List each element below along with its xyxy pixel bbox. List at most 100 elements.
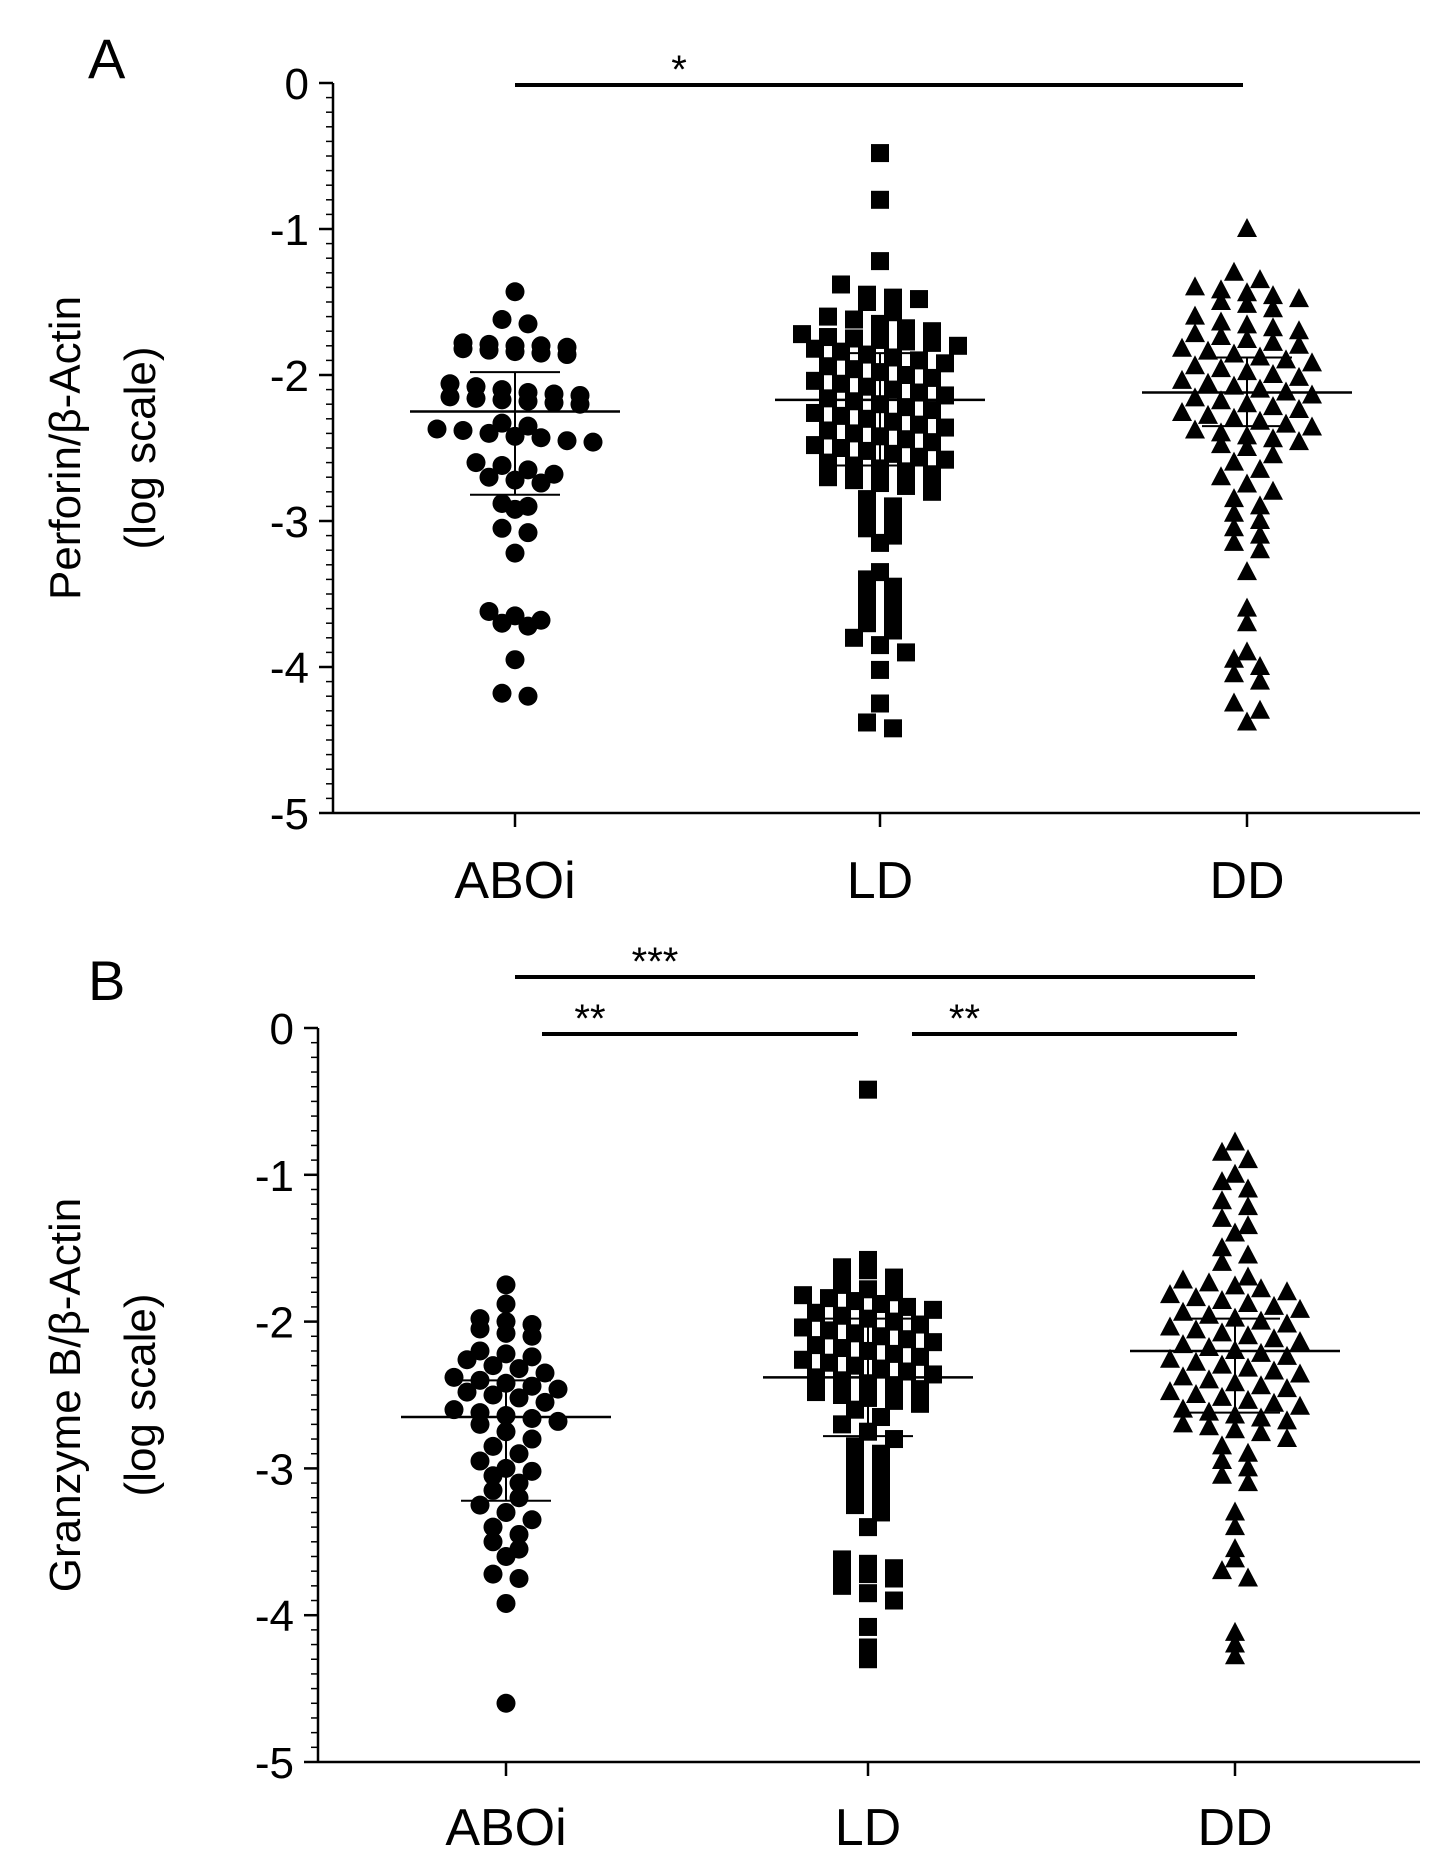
data-point-circle	[583, 432, 603, 452]
data-point-square	[885, 1312, 903, 1331]
data-point-square	[923, 433, 941, 452]
data-point-square	[845, 628, 863, 647]
data-point-square	[833, 1339, 851, 1358]
data-point-triangle	[1211, 326, 1231, 346]
data-point-square	[897, 476, 915, 495]
data-point-triangle	[1212, 1322, 1232, 1342]
data-point-square	[807, 1303, 825, 1322]
data-point-square	[871, 330, 889, 349]
data-point-square	[897, 332, 915, 351]
data-point-triangle	[1172, 369, 1192, 389]
data-point-triangle	[1302, 416, 1322, 436]
data-point-triangle	[1237, 561, 1257, 581]
data-point-triangle	[1225, 1163, 1245, 1183]
data-point-circle	[483, 1385, 503, 1405]
data-point-square	[794, 1318, 812, 1337]
data-point-triangle	[1237, 711, 1257, 731]
data-point-triangle	[1198, 404, 1218, 424]
data-point-square	[885, 1591, 903, 1610]
data-point-circle	[470, 1319, 490, 1339]
data-point-triangle	[1199, 1416, 1219, 1436]
data-point-square	[846, 1324, 864, 1343]
data-point-triangle	[1224, 531, 1244, 551]
data-point-triangle	[1224, 261, 1244, 281]
data-point-circle	[522, 1376, 542, 1396]
data-point-triangle	[1277, 1345, 1297, 1365]
data-point-triangle	[1289, 431, 1309, 451]
data-point-square	[885, 1430, 903, 1449]
data-point-square	[911, 1315, 929, 1334]
data-point-circle	[496, 1693, 516, 1713]
data-point-square	[872, 1503, 890, 1522]
data-point-triangle	[1264, 1360, 1284, 1380]
data-point-square	[858, 409, 876, 428]
data-point-triangle	[1186, 1287, 1206, 1307]
data-point-square	[806, 436, 824, 455]
data-point-square	[872, 1327, 890, 1346]
data-point-triangle	[1238, 1442, 1258, 1462]
data-point-square	[859, 1617, 877, 1636]
data-point-triangle	[1277, 1313, 1297, 1333]
category-label-ld: LD	[847, 852, 913, 910]
data-point-triangle	[1211, 358, 1231, 378]
data-point-triangle	[1276, 349, 1296, 369]
data-point-circle	[470, 1451, 490, 1471]
data-point-square	[858, 441, 876, 460]
data-point-square	[846, 1452, 864, 1471]
data-point-circle	[522, 1461, 542, 1481]
data-point-triangle	[1238, 1472, 1258, 1492]
data-point-circle	[522, 1408, 542, 1428]
data-point-circle	[470, 1495, 490, 1515]
data-point-square	[833, 1371, 851, 1390]
y-tick-label: -3	[270, 498, 309, 547]
data-point-triangle	[1277, 1428, 1297, 1448]
data-point-square	[845, 424, 863, 443]
data-point-square	[858, 519, 876, 538]
data-point-triangle	[1276, 413, 1296, 433]
data-point-triangle	[1212, 1237, 1232, 1257]
data-point-triangle	[1173, 1366, 1193, 1386]
data-point-circle	[496, 1546, 516, 1566]
data-point-square	[924, 1300, 942, 1319]
series-dd	[1142, 218, 1352, 731]
data-point-square	[845, 310, 863, 329]
data-point-square	[884, 288, 902, 307]
data-point-circle	[505, 543, 525, 563]
data-point-triangle	[1251, 1407, 1271, 1427]
data-point-triangle	[1264, 1392, 1284, 1412]
category-label-aboi: ABOi	[445, 1799, 566, 1851]
data-point-square	[884, 719, 902, 738]
data-point-triangle	[1263, 396, 1283, 416]
data-point-square	[910, 415, 928, 434]
data-point-triangle	[1238, 1244, 1258, 1264]
data-point-square	[794, 1286, 812, 1305]
data-point-triangle	[1237, 641, 1257, 661]
data-point-circle	[496, 1593, 516, 1613]
data-point-circle	[492, 683, 512, 703]
data-point-triangle	[1225, 1516, 1245, 1536]
data-point-square	[858, 345, 876, 364]
data-point-square	[846, 1356, 864, 1375]
data-point-square	[859, 1261, 877, 1280]
data-point-square	[884, 621, 902, 640]
data-point-square	[858, 614, 876, 633]
data-point-circle	[444, 1400, 464, 1420]
data-point-triangle	[1225, 1131, 1245, 1151]
data-point-triangle	[1212, 1450, 1232, 1470]
data-point-square	[807, 1336, 825, 1355]
data-point-square	[884, 380, 902, 399]
data-point-square	[871, 314, 889, 333]
data-point-triangle	[1211, 311, 1231, 331]
data-point-triangle	[1250, 656, 1270, 675]
data-point-triangle	[1186, 1384, 1206, 1403]
data-point-circle	[470, 1414, 490, 1434]
data-point-circle	[479, 340, 499, 360]
data-point-triangle	[1237, 597, 1257, 617]
data-point-triangle	[1225, 1275, 1245, 1295]
data-point-triangle	[1264, 1328, 1284, 1348]
data-point-square	[845, 471, 863, 490]
data-point-triangle	[1264, 1295, 1284, 1315]
data-point-triangle	[1212, 1290, 1232, 1310]
data-point-triangle	[1212, 1560, 1232, 1580]
